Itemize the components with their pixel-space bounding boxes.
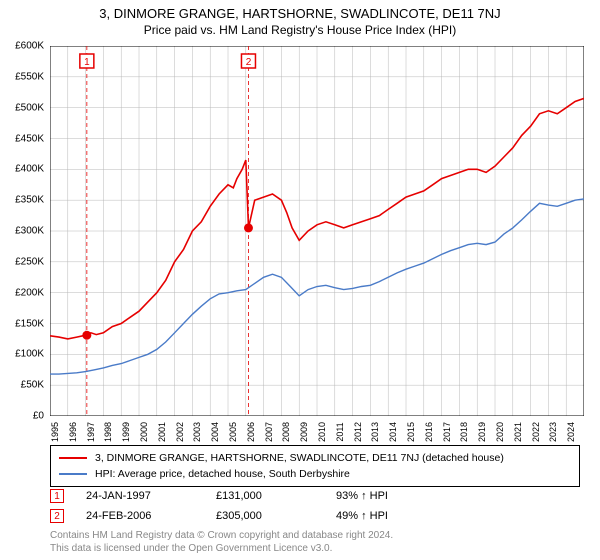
y-tick-label: £50K — [21, 380, 44, 391]
x-tick-label: 2022 — [531, 422, 541, 442]
x-tick-label: 1996 — [68, 422, 78, 442]
legend-label: HPI: Average price, detached house, Sout… — [95, 468, 350, 480]
legend-swatch — [59, 457, 87, 459]
x-axis: 1995199619971998199920002001200220032004… — [50, 418, 584, 438]
x-tick-label: 2013 — [370, 422, 380, 442]
x-tick-label: 2012 — [353, 422, 363, 442]
chart-title: 3, DINMORE GRANGE, HARTSHORNE, SWADLINCO… — [0, 0, 600, 21]
y-tick-label: £200K — [15, 287, 44, 298]
transaction-pct: 93% ↑ HPI — [336, 490, 456, 502]
x-tick-label: 2023 — [548, 422, 558, 442]
x-tick-label: 2006 — [246, 422, 256, 442]
x-tick-label: 2004 — [210, 422, 220, 442]
transaction-list: 1 24-JAN-1997£131,00093% ↑ HPI 2 24-FEB-200… — [50, 486, 456, 526]
x-tick-label: 1999 — [121, 422, 131, 442]
legend-item: 3, DINMORE GRANGE, HARTSHORNE, SWADLINCO… — [59, 450, 571, 466]
y-axis: £0£50K£100K£150K£200K£250K£300K£350K£400… — [0, 46, 48, 416]
x-tick-label: 2014 — [388, 422, 398, 442]
x-tick-label: 2010 — [317, 422, 327, 442]
x-tick-label: 2005 — [228, 422, 238, 442]
chart-subtitle: Price paid vs. HM Land Registry's House … — [0, 21, 600, 37]
x-tick-label: 2009 — [299, 422, 309, 442]
legend-label: 3, DINMORE GRANGE, HARTSHORNE, SWADLINCO… — [95, 452, 504, 464]
legend-swatch — [59, 473, 87, 475]
x-tick-label: 1998 — [103, 422, 113, 442]
x-tick-label: 2017 — [442, 422, 452, 442]
svg-text:2: 2 — [246, 57, 252, 68]
y-tick-label: £400K — [15, 164, 44, 175]
y-tick-label: £600K — [15, 41, 44, 52]
x-tick-label: 2003 — [192, 422, 202, 442]
transaction-date: 24-FEB-2006 — [86, 510, 216, 522]
y-tick-label: £100K — [15, 349, 44, 360]
x-tick-label: 2018 — [459, 422, 469, 442]
y-tick-label: £350K — [15, 195, 44, 206]
transaction-price: £131,000 — [216, 490, 336, 502]
x-tick-label: 2002 — [175, 422, 185, 442]
attribution-line: Contains HM Land Registry data © Crown c… — [50, 530, 393, 543]
transaction-marker-box: 2 — [50, 509, 64, 523]
svg-text:1: 1 — [84, 57, 90, 68]
x-tick-label: 2021 — [513, 422, 523, 442]
x-tick-label: 2000 — [139, 422, 149, 442]
transaction-pct: 49% ↑ HPI — [336, 510, 456, 522]
x-tick-label: 1995 — [50, 422, 60, 442]
x-tick-label: 2015 — [406, 422, 416, 442]
attribution: Contains HM Land Registry data © Crown c… — [50, 530, 393, 555]
chart-container: 3, DINMORE GRANGE, HARTSHORNE, SWADLINCO… — [0, 0, 600, 560]
y-tick-label: £150K — [15, 318, 44, 329]
transaction-row: 2 24-FEB-2006£305,00049% ↑ HPI — [50, 506, 456, 526]
x-tick-label: 2016 — [424, 422, 434, 442]
x-tick-label: 1997 — [86, 422, 96, 442]
x-tick-label: 2011 — [335, 422, 345, 441]
attribution-line: This data is licensed under the Open Gov… — [50, 543, 393, 556]
legend-item: HPI: Average price, detached house, Sout… — [59, 466, 571, 482]
x-tick-label: 2008 — [281, 422, 291, 442]
x-tick-label: 2024 — [566, 422, 576, 442]
y-tick-label: £550K — [15, 71, 44, 82]
x-tick-label: 2020 — [495, 422, 505, 442]
plot-svg: 12 — [50, 46, 584, 416]
y-tick-label: £450K — [15, 133, 44, 144]
transaction-date: 24-JAN-1997 — [86, 490, 216, 502]
x-tick-label: 2007 — [264, 422, 274, 442]
plot-area: 12 — [50, 46, 584, 416]
y-tick-label: £500K — [15, 102, 44, 113]
transaction-price: £305,000 — [216, 510, 336, 522]
transaction-marker-box: 1 — [50, 489, 64, 503]
legend-box: 3, DINMORE GRANGE, HARTSHORNE, SWADLINCO… — [50, 445, 580, 487]
y-tick-label: £0 — [33, 411, 44, 422]
y-tick-label: £300K — [15, 226, 44, 237]
y-tick-label: £250K — [15, 256, 44, 267]
transaction-row: 1 24-JAN-1997£131,00093% ↑ HPI — [50, 486, 456, 506]
x-tick-label: 2001 — [157, 422, 167, 442]
x-tick-label: 2019 — [477, 422, 487, 442]
